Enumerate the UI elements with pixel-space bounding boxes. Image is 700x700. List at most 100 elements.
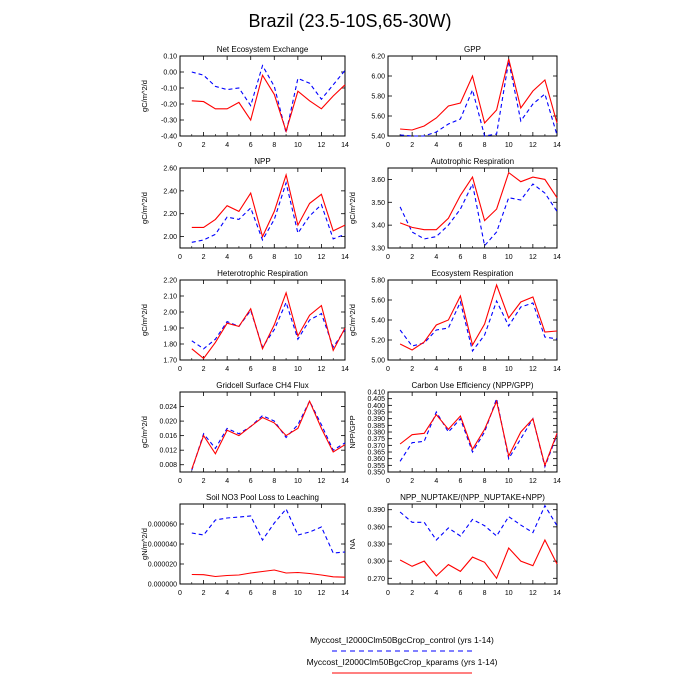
y-tick-label: 0.400 <box>367 403 385 410</box>
x-tick-label: 4 <box>434 478 438 485</box>
y-tick-label: 0.370 <box>367 443 385 450</box>
y-tick-label: 6.20 <box>371 54 385 61</box>
x-tick-label: 8 <box>272 590 276 597</box>
panel-title: NPP_NUPTAKE/(NPP_NUPTAKE+NPP) <box>400 493 545 502</box>
x-tick-label: 14 <box>553 590 561 597</box>
x-tick-label: 2 <box>410 254 414 261</box>
y-axis-label: gC/m^2/d <box>140 304 149 336</box>
y-tick-label: 5.80 <box>371 94 385 101</box>
x-tick-label: 6 <box>458 142 462 149</box>
panel-4: Heterotrophic Respiration 0 2 4 6 8 10 12 14 1.70… <box>140 269 349 373</box>
x-tick-label: 0 <box>386 142 390 149</box>
x-tick-label: 2 <box>410 590 414 597</box>
x-tick-label: 12 <box>318 142 326 149</box>
x-tick-label: 4 <box>434 254 438 261</box>
x-tick-label: 8 <box>272 366 276 373</box>
x-tick-label: 12 <box>529 254 537 261</box>
y-tick-label: 2.00 <box>163 234 177 241</box>
y-tick-label: 0.10 <box>163 54 177 61</box>
x-tick-label: 4 <box>225 366 229 373</box>
x-tick-label: 8 <box>483 254 487 261</box>
panel-0: Net Ecosystem Exchange 0 2 4 6 8 10 12 14 -0.40 -0… <box>140 45 349 149</box>
panel-5: Ecosystem Respiration 0 2 4 6 8 10 12 14 5.00 5.20… <box>348 269 561 373</box>
series-line-kparams <box>191 569 346 578</box>
y-tick-label: 0.330 <box>367 542 385 549</box>
x-tick-label: 2 <box>202 478 206 485</box>
x-tick-label: 2 <box>410 142 414 149</box>
y-tick-label: 0.016 <box>159 433 177 440</box>
x-tick-label: 8 <box>272 142 276 149</box>
y-tick-label: 2.60 <box>163 166 177 173</box>
x-tick-label: 2 <box>410 478 414 485</box>
x-tick-label: 12 <box>529 366 537 373</box>
x-tick-label: 6 <box>249 478 253 485</box>
y-tick-label: 1.70 <box>163 358 177 365</box>
panel-7: Carbon Use Efficiency (NPP/GPP) 0 2 4 6 8 10 12… <box>348 381 561 485</box>
x-tick-label: 2 <box>202 254 206 261</box>
y-tick-label: 2.20 <box>163 211 177 218</box>
plot-frame <box>387 391 558 473</box>
panel-title: GPP <box>464 45 481 54</box>
y-tick-label: 0.380 <box>367 430 385 437</box>
series-line-control <box>399 504 558 541</box>
series-line-kparams <box>191 73 346 134</box>
x-tick-label: 12 <box>318 366 326 373</box>
series-line-kparams <box>399 399 558 468</box>
panel-3: Autotrophic Respiration 0 2 4 6 8 10 12 14 3.30 3.… <box>348 157 561 261</box>
y-tick-label: 0.270 <box>367 576 385 583</box>
x-tick-label: 0 <box>178 478 182 485</box>
y-tick-label: 2.10 <box>163 294 177 301</box>
x-tick-label: 6 <box>458 590 462 597</box>
panel-title: Autotrophic Respiration <box>431 157 514 166</box>
y-tick-label: 0.020 <box>159 419 177 426</box>
x-tick-label: 8 <box>272 478 276 485</box>
x-tick-label: 4 <box>225 478 229 485</box>
x-tick-label: 12 <box>529 478 537 485</box>
x-tick-label: 2 <box>202 366 206 373</box>
x-tick-label: 2 <box>410 366 414 373</box>
y-tick-label: 3.30 <box>371 246 385 253</box>
y-tick-label: 0.024 <box>159 404 177 411</box>
x-tick-label: 8 <box>483 366 487 373</box>
y-tick-label: 5.40 <box>371 134 385 141</box>
figure-title: Brazil (23.5-10S,65-30W) <box>248 11 451 31</box>
x-tick-label: 12 <box>529 142 537 149</box>
y-axis-label: gC/m^2/d <box>348 192 357 224</box>
x-tick-label: 12 <box>318 590 326 597</box>
series-line-control <box>191 64 346 133</box>
x-tick-label: 4 <box>434 366 438 373</box>
x-tick-label: 8 <box>272 254 276 261</box>
y-tick-label: 6.00 <box>371 74 385 81</box>
y-axis-label: gC/m^2/d <box>140 192 149 224</box>
plot-frame <box>387 55 558 137</box>
x-tick-label: 14 <box>341 366 349 373</box>
series-line-control <box>191 399 346 471</box>
x-tick-label: 8 <box>483 590 487 597</box>
x-tick-label: 10 <box>505 478 513 485</box>
panel-title: Carbon Use Efficiency (NPP/GPP) <box>411 381 533 390</box>
x-tick-label: 10 <box>294 590 302 597</box>
y-tick-label: -0.20 <box>161 102 177 109</box>
panel-title: Gridcell Surface CH4 Flux <box>216 381 308 390</box>
x-tick-label: 4 <box>434 590 438 597</box>
y-tick-label: 0.385 <box>367 423 385 430</box>
y-tick-label: 5.80 <box>371 278 385 285</box>
series-line-control <box>399 182 558 247</box>
panel-title: Net Ecosystem Exchange <box>217 45 309 54</box>
y-axis-label: gC/m^2/d <box>348 304 357 336</box>
y-tick-label: 1.80 <box>163 342 177 349</box>
series-line-kparams <box>191 172 346 239</box>
series-line-control <box>191 300 346 350</box>
legend: Myccost_I2000Clm50BgcCrop_control (yrs 1… <box>307 635 498 674</box>
y-tick-label: 0.405 <box>367 396 385 403</box>
series-line-kparams <box>399 283 558 351</box>
panels: Net Ecosystem Exchange 0 2 4 6 8 10 12 14 -0.40 -0… <box>140 45 561 597</box>
y-tick-label: 5.20 <box>371 338 385 345</box>
y-tick-label: 1.90 <box>163 326 177 333</box>
x-tick-label: 0 <box>178 366 182 373</box>
series-line-kparams <box>191 290 346 360</box>
y-tick-label: 0.390 <box>367 507 385 514</box>
x-tick-label: 10 <box>294 142 302 149</box>
y-axis-label: gN/m^2/d <box>140 528 149 560</box>
